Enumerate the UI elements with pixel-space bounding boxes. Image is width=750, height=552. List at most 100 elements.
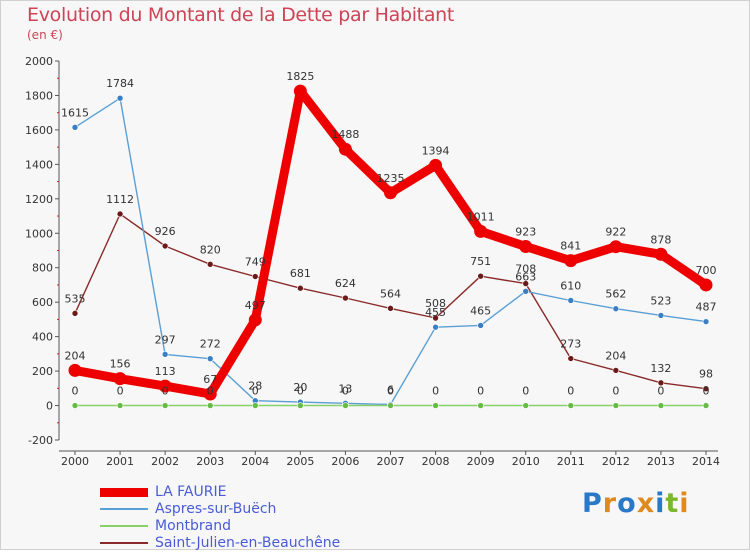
data-label: 20 [293, 381, 307, 394]
data-label: 272 [200, 338, 221, 351]
data-label: 562 [605, 288, 626, 301]
data-point [116, 402, 124, 409]
data-label: 922 [605, 226, 626, 239]
data-label: 681 [290, 267, 311, 280]
data-label: 0 [207, 385, 214, 398]
legend-label: Saint-Julien-en-Beauchêne [155, 535, 341, 551]
data-label: 0 [252, 385, 259, 398]
data-label: 0 [117, 385, 124, 398]
data-point [474, 224, 488, 238]
data-label: 0 [567, 385, 574, 398]
legend-label: Montbrand [155, 518, 231, 534]
y-tick-label: 600 [32, 296, 53, 309]
data-point [387, 305, 394, 312]
data-point [657, 402, 665, 409]
x-tick-label: 2002 [151, 455, 179, 468]
data-label: 13 [338, 382, 352, 395]
data-point [657, 312, 665, 319]
data-point [116, 210, 124, 218]
y-tick-label: 200 [32, 365, 53, 378]
x-tick-label: 2010 [512, 455, 540, 468]
data-label: 663 [515, 270, 536, 283]
data-point [342, 402, 349, 409]
data-label: 455 [425, 306, 446, 319]
x-tick-label: 2014 [692, 455, 720, 468]
data-point [251, 273, 259, 280]
data-label: 1235 [377, 172, 405, 185]
data-label: 1784 [106, 77, 134, 90]
data-point [702, 402, 710, 409]
data-point [522, 402, 530, 409]
data-point [477, 402, 484, 409]
data-point [477, 272, 484, 280]
data-label: 708 [515, 263, 536, 276]
data-label: 1394 [422, 144, 450, 157]
chart-subtitle: (en €) [27, 28, 63, 42]
data-point [206, 260, 214, 268]
y-tick-label: 1200 [25, 193, 53, 206]
chart-title: Evolution du Montant de la Dette par Hab… [27, 4, 455, 26]
data-label: 6 [387, 384, 394, 397]
data-label: 273 [560, 338, 581, 351]
data-label: 156 [110, 358, 131, 371]
data-point [387, 402, 394, 409]
data-point [206, 355, 214, 362]
x-tick-label: 2006 [331, 455, 359, 468]
data-label: 0 [703, 385, 710, 398]
legend-swatch [100, 487, 148, 497]
y-tick-label: 800 [32, 262, 53, 275]
x-tick-label: 2007 [377, 455, 405, 468]
data-point [657, 379, 665, 387]
data-point [432, 314, 439, 322]
data-point [71, 124, 79, 131]
data-label: 535 [65, 292, 86, 305]
data-point [161, 242, 169, 250]
data-point [429, 158, 443, 172]
legend-swatch [100, 525, 148, 527]
data-label: 926 [155, 225, 176, 238]
data-point [71, 310, 79, 317]
data-point [293, 84, 307, 98]
data-label: 0 [72, 385, 79, 398]
data-point [567, 297, 575, 304]
data-point [116, 94, 124, 102]
y-tick-label: -200 [28, 434, 53, 447]
data-point [564, 254, 578, 268]
data-point [158, 379, 172, 393]
data-label: 610 [560, 279, 581, 292]
data-point [477, 322, 484, 329]
data-point [612, 305, 620, 313]
data-point [297, 402, 304, 409]
data-label: 820 [200, 243, 221, 256]
data-point [248, 313, 262, 327]
data-label: 28 [248, 380, 262, 393]
x-tick-label: 2011 [557, 455, 585, 468]
legend-label: LA FAURIE [155, 484, 227, 500]
y-tick-label: 400 [32, 331, 53, 344]
data-point [384, 186, 397, 200]
y-tick-label: 0 [46, 400, 53, 413]
data-point [203, 387, 217, 401]
data-label: 523 [650, 294, 671, 307]
data-label: 624 [335, 277, 356, 290]
data-label: 751 [470, 255, 491, 268]
data-label: 0 [387, 385, 394, 398]
data-label: 132 [650, 362, 671, 375]
data-label: 0 [657, 385, 664, 398]
data-point [432, 402, 439, 409]
data-point [206, 402, 214, 409]
data-point [567, 355, 575, 362]
data-label: 1011 [467, 210, 495, 223]
data-label: 487 [696, 301, 717, 314]
x-tick-label: 2013 [647, 455, 675, 468]
data-label: 0 [162, 385, 169, 398]
x-tick-label: 2012 [602, 455, 630, 468]
data-label: 67 [203, 373, 217, 386]
y-tick-label: 2000 [25, 55, 53, 68]
data-label: 204 [605, 349, 626, 362]
data-point [702, 318, 710, 325]
data-point [519, 240, 533, 254]
data-point [161, 402, 169, 409]
